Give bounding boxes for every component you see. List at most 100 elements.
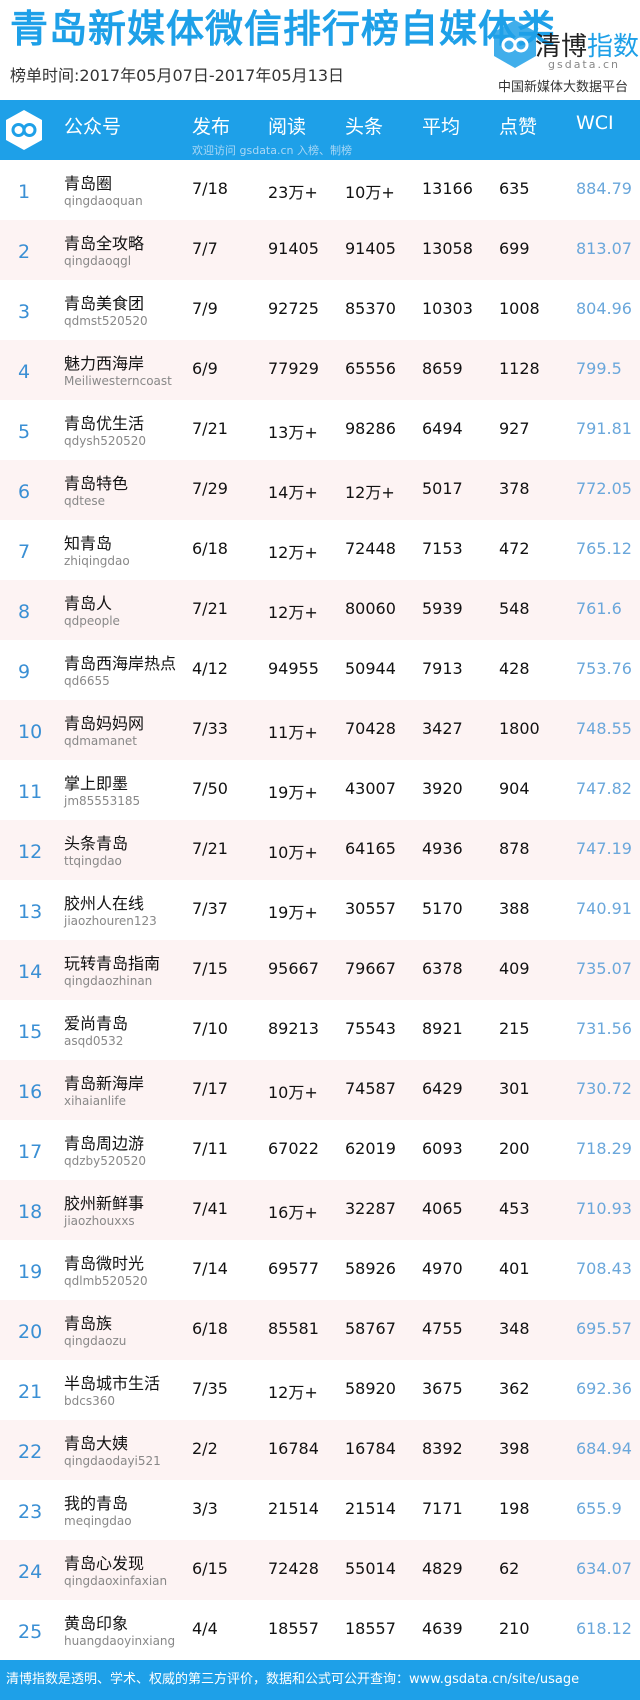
account-name: 青岛特色 [64, 474, 129, 493]
header-wci: WCI [576, 112, 614, 134]
page-header: 青岛新媒体微信排行榜自媒体类 榜单时间:2017年05月07日-2017年05月… [0, 0, 640, 100]
likes-count: 1008 [499, 299, 540, 318]
publish-count: 7/17 [192, 1079, 228, 1098]
headline-read: 62019 [345, 1139, 396, 1158]
account-name: 青岛全攻略 [64, 234, 145, 253]
likes-count: 62 [499, 1559, 520, 1578]
date-range: 榜单时间:2017年05月07日-2017年05月13日 [10, 66, 345, 85]
headline-read: 58767 [345, 1319, 396, 1338]
table-row: 10 青岛妈妈网 qdmamanet 7/33 11万+ 70428 3427 1800 748… [0, 700, 640, 760]
table-row: 8 青岛人 qdpeople 7/21 12万+ 80060 5939 548 761.6 [0, 580, 640, 640]
row-rank: 24 [18, 1561, 43, 1583]
table-header: 公众号 发布 阅读 头条 平均 点赞 WCI 欢迎访问 gsdata.cn 入榜… [0, 100, 640, 160]
row-rank: 19 [18, 1261, 43, 1283]
row-rank: 11 [18, 781, 43, 803]
page-title: 青岛新媒体微信排行榜自媒体类 [10, 7, 557, 51]
brand-name: 清博指数 [535, 26, 639, 63]
header-account: 公众号 [64, 116, 122, 138]
headline-read: 16784 [345, 1439, 396, 1458]
likes-count: 453 [499, 1199, 530, 1218]
headline-read: 64165 [345, 839, 396, 858]
row-rank: 21 [18, 1381, 43, 1403]
publish-count: 7/21 [192, 839, 228, 858]
row-rank: 20 [18, 1321, 43, 1343]
likes-count: 428 [499, 659, 530, 678]
headline-read: 79667 [345, 959, 396, 978]
average-read: 7153 [422, 539, 463, 558]
wci-score: 618.12 [576, 1619, 632, 1638]
account-name: 青岛心发现 [64, 1554, 145, 1573]
table-row: 13 胶州人在线 jiaozhouren123 7/37 19万+ 30557 5170 38… [0, 880, 640, 940]
wci-score: 730.72 [576, 1079, 632, 1098]
headline-read: 85370 [345, 299, 396, 318]
read-count: 23万+ [268, 183, 318, 202]
average-read: 10303 [422, 299, 473, 318]
read-count: 11万+ [268, 723, 318, 742]
row-rank: 8 [18, 601, 31, 623]
row-rank: 5 [18, 421, 31, 443]
account-id: qingdaodayi521 [64, 1454, 161, 1468]
account-name: 青岛美食团 [64, 294, 145, 313]
average-read: 6378 [422, 959, 463, 978]
publish-count: 7/37 [192, 899, 228, 918]
publish-count: 7/18 [192, 179, 228, 198]
wci-score: 761.6 [576, 599, 622, 618]
wci-score: 684.94 [576, 1439, 632, 1458]
average-read: 4936 [422, 839, 463, 858]
wci-score: 772.05 [576, 479, 632, 498]
wci-score: 740.91 [576, 899, 632, 918]
wci-score: 634.07 [576, 1559, 632, 1578]
headline-read: 91405 [345, 239, 396, 258]
wci-score: 747.82 [576, 779, 632, 798]
read-count: 85581 [268, 1319, 319, 1338]
wci-score: 747.19 [576, 839, 632, 858]
account-name: 青岛圈 [64, 174, 113, 193]
account-id: Meiliwesterncoast [64, 374, 172, 388]
average-read: 7171 [422, 1499, 463, 1518]
table-row: 24 青岛心发现 qingdaoxinfaxian 6/15 72428 55014 482… [0, 1540, 640, 1600]
read-count: 19万+ [268, 783, 318, 802]
account-id: bdcs360 [64, 1394, 115, 1408]
read-count: 92725 [268, 299, 319, 318]
likes-count: 348 [499, 1319, 530, 1338]
row-rank: 16 [18, 1081, 43, 1103]
headline-read: 65556 [345, 359, 396, 378]
average-read: 4829 [422, 1559, 463, 1578]
account-name: 魅力西海岸 [64, 354, 145, 373]
brand-subtitle: 中国新媒体大数据平台 [498, 80, 629, 95]
header-watermark: 欢迎访问 gsdata.cn 入榜、制榜 [192, 144, 352, 157]
row-rank: 15 [18, 1021, 43, 1043]
read-count: 19万+ [268, 903, 318, 922]
account-name: 青岛族 [64, 1314, 113, 1333]
headline-read: 80060 [345, 599, 396, 618]
row-rank: 18 [18, 1201, 43, 1223]
account-id: zhiqingdao [64, 554, 130, 568]
publish-count: 7/9 [192, 299, 218, 318]
publish-count: 7/21 [192, 599, 228, 618]
account-id: jiaozhouren123 [64, 914, 157, 928]
account-name: 半岛城市生活 [64, 1374, 161, 1393]
account-name: 知青岛 [64, 534, 113, 553]
publish-count: 7/21 [192, 419, 228, 438]
row-rank: 9 [18, 661, 31, 683]
likes-count: 548 [499, 599, 530, 618]
headline-read: 43007 [345, 779, 396, 798]
headline-read: 12万+ [345, 483, 395, 502]
account-id: qdtese [64, 494, 105, 508]
wci-score: 753.76 [576, 659, 632, 678]
account-name: 青岛妈妈网 [64, 714, 145, 733]
likes-count: 699 [499, 239, 530, 258]
read-count: 10万+ [268, 1083, 318, 1102]
account-id: jiaozhouxxs [64, 1214, 135, 1228]
average-read: 5939 [422, 599, 463, 618]
account-id: qingdaoqgl [64, 254, 132, 268]
read-count: 94955 [268, 659, 319, 678]
likes-count: 1800 [499, 719, 540, 738]
wci-score: 799.5 [576, 359, 622, 378]
headline-read: 30557 [345, 899, 396, 918]
wci-score: 655.9 [576, 1499, 622, 1518]
average-read: 7913 [422, 659, 463, 678]
wci-score: 791.81 [576, 419, 632, 438]
likes-count: 401 [499, 1259, 530, 1278]
table-row: 21 半岛城市生活 bdcs360 7/35 12万+ 58920 3675 362 692.3… [0, 1360, 640, 1420]
